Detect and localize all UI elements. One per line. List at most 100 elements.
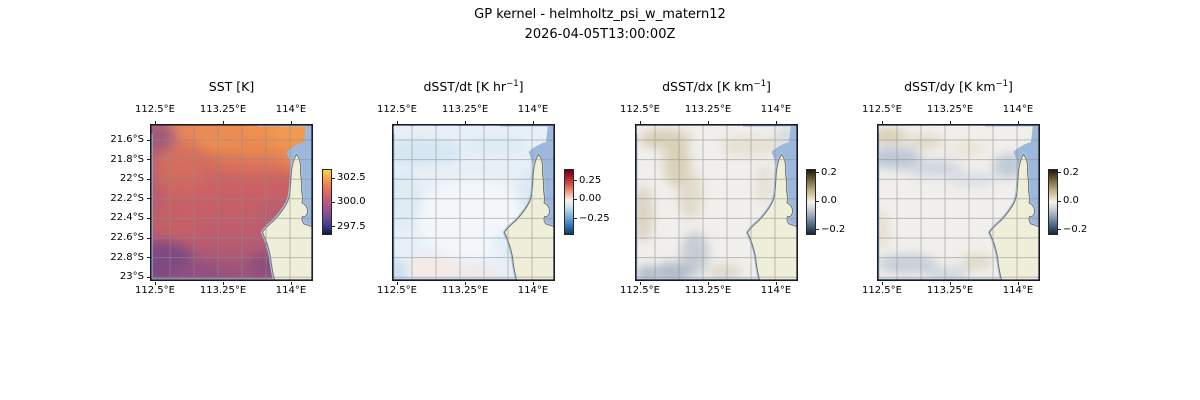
- map-border: [877, 124, 1040, 281]
- tick-mark: [146, 276, 150, 278]
- tick-mark: [155, 120, 156, 124]
- x-tick-label: 113.25°E: [441, 104, 489, 115]
- x-tick-label: 112.5°E: [620, 104, 660, 115]
- panel-title-dsst-dy: dSST/dy [K km−1]: [837, 79, 1080, 94]
- colorbar-tick-label: −0.25: [579, 212, 610, 224]
- colorbar-tick: [1057, 229, 1061, 230]
- tick-mark: [776, 120, 777, 124]
- tick-mark: [146, 217, 150, 219]
- tick-mark: [640, 120, 641, 124]
- land-north-west-cape: [503, 153, 555, 281]
- panel-title-dsst-dx: dSST/dx [K km−1]: [595, 79, 838, 94]
- colorbar-tick-label: 0.25: [579, 174, 602, 186]
- tick-mark: [465, 281, 466, 285]
- colorbar-tick-label: 302.5: [337, 172, 366, 183]
- colorbar-tick: [573, 180, 577, 181]
- y-tick-label: 22.8°S: [110, 251, 144, 263]
- colorbar-tick: [331, 177, 335, 179]
- tick-mark: [882, 281, 883, 285]
- panel-title-sup: −1: [995, 79, 1009, 89]
- colorbar-tick-label: 0.2: [821, 166, 837, 178]
- colorbar-dsst-dy: [1048, 169, 1058, 235]
- panel-title-text: ]: [518, 79, 524, 95]
- x-tick-label: 112.5°E: [377, 285, 417, 296]
- tick-mark: [708, 281, 709, 285]
- colorbar-tick: [573, 198, 577, 200]
- colorbar-tick: [815, 229, 819, 230]
- gridlines: [877, 124, 1040, 281]
- x-tick-label: 112.5°E: [620, 285, 660, 296]
- map-border: [635, 124, 798, 281]
- tick-mark: [708, 120, 709, 124]
- y-tick-label: 22.6°S: [110, 232, 144, 243]
- tick-mark: [533, 120, 534, 124]
- x-tick-label: 112.5°E: [862, 285, 902, 296]
- map-border: [150, 124, 313, 281]
- x-tick-label: 113.25°E: [926, 104, 974, 115]
- panel-title-sup: −1: [753, 79, 767, 89]
- x-tick-label: 113.25°E: [199, 285, 247, 296]
- x-tick-label: 113.25°E: [684, 104, 732, 115]
- panel-title-text: dSST/dy [K km: [904, 79, 996, 95]
- tick-mark: [882, 120, 883, 124]
- tick-mark: [465, 120, 466, 124]
- x-tick-label: 114°E: [517, 104, 549, 115]
- x-tick-label: 114°E: [1002, 285, 1034, 296]
- panel-title-sup: −1: [506, 79, 519, 89]
- y-tick-label: 23°S: [119, 271, 144, 283]
- colorbar-tick-label: 0.0: [821, 195, 837, 206]
- colorbar-tick: [331, 226, 335, 227]
- tick-mark: [640, 281, 641, 285]
- tick-mark: [146, 257, 150, 259]
- figure-timestamp: 2026-04-05T13:00:00Z: [524, 27, 676, 42]
- y-tick-label: 22°S: [119, 173, 144, 185]
- x-tick-label: 114°E: [760, 285, 792, 296]
- tick-mark: [146, 139, 150, 141]
- tick-mark: [950, 281, 951, 285]
- colorbar-tick-label: 0.0: [1063, 195, 1079, 206]
- panel-title-text: ]: [1008, 79, 1013, 95]
- tick-mark: [223, 120, 224, 124]
- land-north-west-cape: [988, 153, 1040, 281]
- y-tick-label: 22.4°S: [110, 212, 144, 224]
- x-tick-label: 114°E: [275, 104, 307, 115]
- tick-mark: [533, 281, 534, 285]
- land-north-west-cape: [746, 153, 798, 281]
- colorbar-dsst-dt: [564, 169, 574, 235]
- colorbar-tick: [815, 172, 819, 173]
- tick-mark: [1018, 120, 1019, 124]
- gridlines: [635, 124, 798, 281]
- tick-mark: [291, 120, 292, 124]
- colorbar-tick: [1057, 200, 1061, 202]
- colorbar-tick: [573, 218, 577, 219]
- colorbar-tick-label: 0.00: [579, 193, 602, 204]
- x-tick-label: 113.25°E: [684, 285, 732, 296]
- x-tick-label: 112.5°E: [377, 104, 417, 115]
- tick-mark: [146, 178, 150, 180]
- x-tick-label: 113.25°E: [199, 104, 247, 115]
- panel-title-sst: SST [K]: [110, 79, 353, 94]
- x-tick-label: 114°E: [517, 285, 549, 296]
- panel-title-text: SST [K]: [208, 79, 255, 95]
- map-border: [392, 124, 555, 281]
- tick-mark: [146, 237, 150, 239]
- colorbar-tick-label: 300.0: [337, 196, 366, 207]
- tick-mark: [146, 159, 150, 161]
- tick-mark: [950, 120, 951, 124]
- y-tick-label: 21.6°S: [110, 134, 144, 145]
- land-north-west-cape: [261, 153, 313, 281]
- gridlines: [392, 124, 555, 281]
- colorbar-tick: [815, 200, 819, 202]
- x-tick-label: 114°E: [760, 104, 792, 115]
- figure-title: GP kernel - helmholtz_psi_w_matern12: [474, 7, 726, 22]
- colorbar-tick: [331, 201, 335, 203]
- colorbar-tick-label: 297.5: [337, 220, 366, 232]
- x-tick-label: 112.5°E: [135, 285, 175, 296]
- x-tick-label: 112.5°E: [862, 104, 902, 115]
- x-tick-label: 113.25°E: [926, 285, 974, 296]
- panel-title-text: dSST/dt [K hr: [423, 79, 507, 95]
- tick-mark: [291, 281, 292, 285]
- colorbar-tick-label: −0.2: [1063, 223, 1088, 235]
- colorbar-tick-label: 0.2: [1063, 166, 1079, 178]
- panel-title-text: ]: [766, 79, 771, 95]
